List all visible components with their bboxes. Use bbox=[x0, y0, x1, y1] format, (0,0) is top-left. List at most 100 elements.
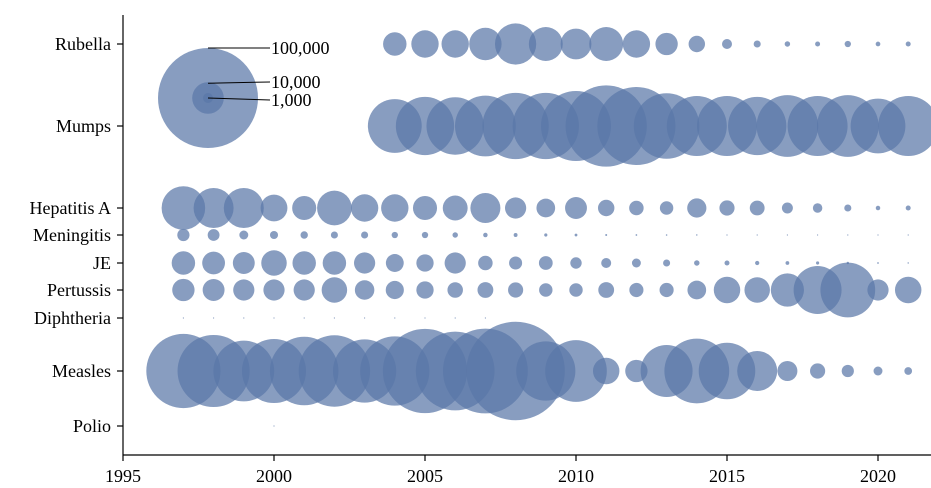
bubble-hepatitis-a-2013 bbox=[659, 201, 674, 215]
bubble-measles-2021 bbox=[904, 367, 913, 375]
bubble-hepatitis-a-2018 bbox=[812, 203, 823, 213]
y-tick-label-je: JE bbox=[93, 253, 111, 273]
bubble-hepatitis-a-2005 bbox=[412, 195, 438, 221]
bubble-hepatitis-a-2000 bbox=[260, 194, 288, 222]
bubble-hepatitis-a-2003 bbox=[350, 194, 379, 222]
bubble-measles-2016 bbox=[737, 351, 778, 391]
bubble-je-2016 bbox=[755, 260, 760, 266]
bubble-rubella-2015 bbox=[722, 39, 732, 49]
bubble-diphtheria-2007 bbox=[484, 317, 486, 319]
bubble-je-1998 bbox=[202, 251, 226, 275]
bubble-je-2015 bbox=[724, 260, 730, 266]
bubble-pertussis-2013 bbox=[659, 282, 674, 298]
bubble-meningitis-1997 bbox=[177, 228, 190, 242]
bubble-pertussis-2004 bbox=[385, 280, 404, 300]
bubble-hepatitis-a-2008 bbox=[504, 197, 527, 219]
bubble-je-2008 bbox=[509, 256, 523, 270]
bubble-diphtheria-2000 bbox=[273, 317, 275, 319]
bubble-meningitis-2011 bbox=[605, 234, 608, 236]
bubble-pertussis-2010 bbox=[569, 283, 583, 297]
bubble-pertussis-2007 bbox=[477, 282, 494, 298]
bubble-meningitis-2017 bbox=[786, 234, 789, 236]
bubble-meningitis-2020 bbox=[877, 234, 879, 236]
bubble-meningitis-1998 bbox=[207, 229, 220, 241]
bubble-rubella-2014 bbox=[688, 35, 706, 53]
bubble-diphtheria-1998 bbox=[213, 317, 215, 319]
bubble-meningitis-2008 bbox=[513, 233, 518, 237]
bubble-je-2007 bbox=[478, 255, 493, 271]
bubble-hepatitis-a-1998 bbox=[193, 188, 234, 228]
bubble-measles-2017 bbox=[777, 361, 798, 381]
bubble-rubella-2013 bbox=[655, 32, 678, 56]
bubble-diphtheria-2005 bbox=[424, 317, 426, 319]
bubble-je-2011 bbox=[601, 258, 612, 268]
x-tick-label-2005: 2005 bbox=[407, 466, 443, 486]
bubble-meningitis-2014 bbox=[696, 234, 698, 236]
y-tick-label-mumps: Mumps bbox=[56, 116, 111, 136]
bubble-pertussis-2020 bbox=[867, 279, 889, 301]
y-tick-label-pertussis: Pertussis bbox=[47, 280, 111, 300]
bubble-rubella-2006 bbox=[441, 30, 469, 58]
bubble-rubella-2021 bbox=[905, 41, 911, 47]
bubble-diphtheria-2006 bbox=[454, 317, 456, 319]
bubble-pertussis-1999 bbox=[233, 279, 255, 301]
bubble-hepatitis-a-2002 bbox=[317, 190, 352, 226]
bubble-rubella-2007 bbox=[469, 27, 502, 61]
bubble-rubella-2012 bbox=[622, 30, 651, 58]
bubble-pertussis-2003 bbox=[354, 280, 375, 300]
x-tick-label-2020: 2020 bbox=[860, 466, 896, 486]
y-tick-label-rubella: Rubella bbox=[55, 34, 111, 54]
bubble-measles-2020 bbox=[873, 366, 883, 376]
y-tick-label-polio: Polio bbox=[73, 416, 111, 436]
bubble-hepatitis-a-2016 bbox=[749, 200, 765, 216]
bubble-pertussis-2011 bbox=[598, 282, 615, 298]
bubble-meningitis-2018 bbox=[817, 234, 819, 236]
bubble-meningitis-2005 bbox=[421, 231, 429, 239]
bubble-rubella-2020 bbox=[875, 41, 881, 47]
bubble-diphtheria-2002 bbox=[333, 317, 335, 319]
bubble-je-2013 bbox=[663, 259, 671, 267]
bubble-hepatitis-a-2015 bbox=[719, 200, 735, 216]
bubble-diphtheria-1997 bbox=[182, 317, 184, 319]
bubble-polio-2000 bbox=[273, 425, 275, 427]
bubble-meningitis-2001 bbox=[300, 231, 308, 239]
bubble-je-2005 bbox=[416, 254, 434, 272]
bubble-pertussis-2001 bbox=[293, 279, 315, 301]
bubble-pertussis-2005 bbox=[416, 281, 434, 299]
bubble-rubella-2011 bbox=[589, 27, 624, 61]
bubble-pertussis-2021 bbox=[894, 276, 922, 304]
bubble-pertussis-2000 bbox=[263, 279, 285, 301]
y-tick-label-hepatitis-a: Hepatitis A bbox=[30, 198, 112, 218]
bubble-rubella-2010 bbox=[560, 28, 592, 60]
bubble-pertussis-2009 bbox=[539, 283, 553, 297]
bubble-meningitis-2015 bbox=[726, 234, 728, 236]
y-tick-label-meningitis: Meningitis bbox=[33, 225, 111, 245]
bubble-diphtheria-2001 bbox=[303, 317, 305, 319]
bubble-je-2006 bbox=[444, 252, 466, 274]
axes-layer: Rubella Mumps Hepatitis A Meningitis JE Pertu… bbox=[30, 15, 931, 486]
bubble-rubella-2008 bbox=[494, 23, 537, 65]
bubble-je-2000 bbox=[261, 250, 287, 276]
x-tick-label-2010: 2010 bbox=[558, 466, 594, 486]
bubble-je-2002 bbox=[322, 251, 347, 275]
bubble-meningitis-2000 bbox=[269, 230, 279, 240]
bubble-measles-2019 bbox=[841, 364, 854, 378]
bubble-je-2004 bbox=[385, 254, 404, 272]
bubble-hepatitis-a-1997 bbox=[161, 186, 206, 230]
bubble-pertussis-2002 bbox=[321, 277, 348, 303]
x-tick-label-2000: 2000 bbox=[256, 466, 292, 486]
bubble-hepatitis-a-2021 bbox=[905, 205, 911, 211]
bubbles-layer bbox=[146, 23, 931, 427]
bubble-hepatitis-a-2014 bbox=[687, 198, 707, 218]
legend-leader-10000 bbox=[207, 81, 271, 84]
bubble-je-2017 bbox=[785, 261, 790, 265]
bubble-pertussis-2008 bbox=[508, 282, 524, 298]
bubble-je-2012 bbox=[631, 258, 641, 268]
legend-label-1000: 1,000 bbox=[271, 90, 312, 110]
bubble-je-2003 bbox=[353, 252, 376, 274]
bubble-diphtheria-2004 bbox=[394, 317, 396, 319]
legend-label-100000: 100,000 bbox=[271, 38, 330, 58]
bubble-meningitis-2002 bbox=[330, 231, 338, 239]
